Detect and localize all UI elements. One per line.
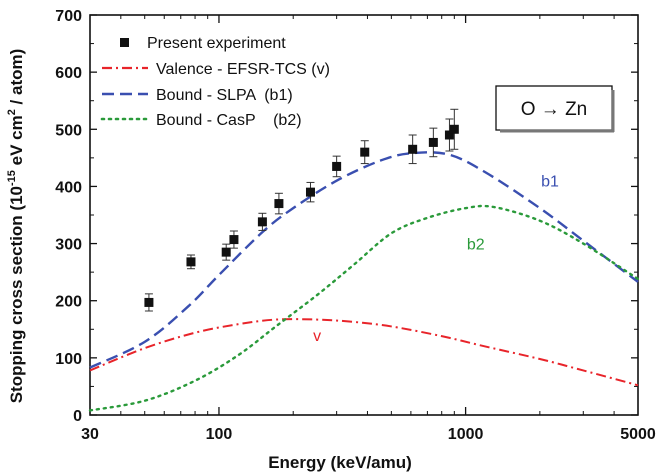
series-label-b1: b1 (541, 174, 559, 191)
series-label-v: v (313, 328, 321, 345)
x-tick-label: 1000 (448, 426, 484, 443)
data-point (444, 130, 454, 140)
y-tick-label: 400 (55, 179, 82, 196)
annotation-box: O → Zn (495, 85, 615, 133)
data-point (257, 217, 267, 227)
x-tick-label: 100 (206, 426, 233, 443)
y-tick-label: 300 (55, 237, 82, 254)
x-axis-label: Energy (keV/amu) (268, 453, 412, 472)
legend-marker-experiment (120, 38, 129, 47)
series-line-v (89, 318, 639, 387)
legend-label-valence: Valence - EFSR-TCS (v) (156, 61, 330, 78)
data-point (221, 247, 231, 257)
x-tick-label: 5000 (620, 426, 656, 443)
y-tick-label: 700 (55, 8, 82, 25)
y-tick-label: 200 (55, 294, 82, 311)
data-point (408, 144, 418, 154)
y-tick-label: 600 (55, 65, 82, 82)
data-point (274, 199, 284, 209)
legend: Present experiment Valence - EFSR-TCS (v… (100, 35, 330, 129)
series-line-b2 (88, 204, 640, 412)
plot-area: 0 100 200 300 400 500 600 700 30 100 1000 5000 v b1 b2 (55, 8, 656, 443)
x-tick-label: 30 (81, 426, 99, 443)
data-point (144, 297, 154, 307)
data-point (449, 124, 459, 134)
y-tick-label: 500 (55, 122, 82, 139)
y-tick-label: 0 (73, 408, 82, 425)
data-point (332, 161, 342, 171)
annotation-text: O → Zn (521, 99, 588, 120)
data-point (428, 137, 438, 147)
data-point (305, 187, 315, 197)
legend-label-bound-slpa: Bound - SLPA (b1) (156, 87, 293, 104)
legend-label-bound-casp: Bound - CasP (b2) (156, 112, 302, 129)
legend-label-experiment: Present experiment (147, 35, 286, 52)
series-line-b1 (89, 151, 639, 369)
data-point (186, 257, 196, 267)
series-label-b2: b2 (467, 237, 485, 254)
y-axis-label: Stopping cross section (10-15 eV cm2 / a… (6, 49, 26, 404)
y-tick-label: 100 (55, 351, 82, 368)
data-point (360, 147, 370, 157)
data-point (229, 235, 239, 245)
